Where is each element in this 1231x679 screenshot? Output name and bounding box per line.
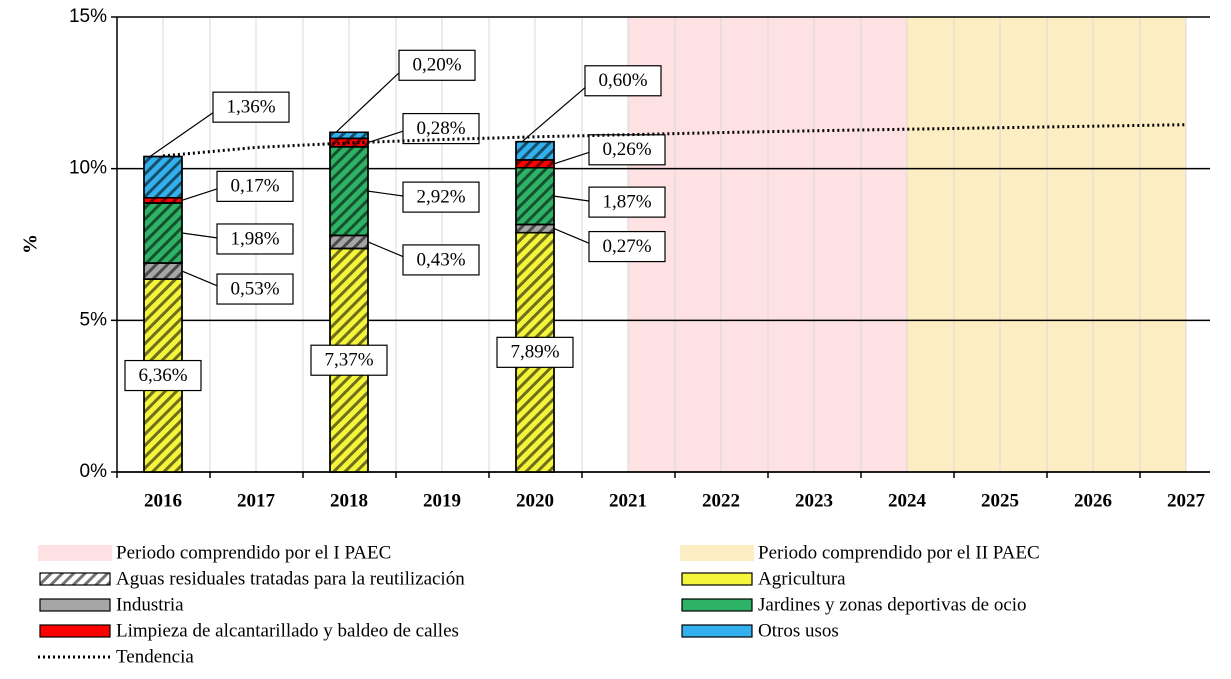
x-tick-label: 2018	[330, 490, 368, 511]
value-label-box	[402, 181, 480, 213]
value-label: 1,36%	[226, 97, 275, 118]
legend-label: Tendencia	[116, 646, 194, 667]
x-tick-label: 2016	[144, 490, 182, 511]
legend-swatch	[39, 624, 111, 638]
legend-swatch	[681, 598, 753, 612]
value-label-box	[588, 186, 666, 218]
value-label-box	[124, 359, 202, 392]
x-tick-label: 2023	[795, 490, 833, 511]
value-label: 0,20%	[412, 55, 461, 76]
hatch-overlay	[515, 140, 555, 161]
legend-label: Jardines y zonas deportivas de ocio	[758, 594, 1027, 615]
hatch-overlay	[143, 262, 183, 280]
legend-swatch-hatch	[40, 573, 110, 585]
x-tick-label: 2024	[888, 490, 927, 511]
hatch-overlay	[515, 159, 555, 169]
leader-line	[521, 80, 594, 143]
legend-label: Periodo comprendido por el II PAEC	[758, 542, 1040, 563]
hatch-overlay	[329, 146, 369, 237]
legend-label: Limpieza de alcantarillado y baldeo de c…	[116, 620, 459, 641]
legend-label: Industria	[116, 594, 184, 615]
background-layer	[116, 16, 1210, 473]
leader-line	[149, 106, 222, 158]
value-label-box	[216, 170, 294, 202]
value-label: 0,60%	[598, 70, 647, 91]
legend-label: Aguas residuales tratadas para la reutil…	[116, 568, 465, 589]
value-label: 0,27%	[602, 236, 651, 257]
value-label: 0,26%	[602, 139, 651, 160]
x-tick-label: 2017	[237, 490, 276, 511]
x-tick-label: 2022	[702, 490, 740, 511]
hatch-overlay	[515, 223, 555, 234]
y-axis-label: %	[20, 234, 42, 254]
trend-line	[162, 123, 1187, 158]
leader-line	[335, 64, 408, 133]
y-tick-label: 10%	[69, 158, 107, 179]
value-label-box	[216, 273, 294, 305]
value-label-box	[212, 91, 290, 123]
hatch-overlay	[329, 234, 369, 250]
legend-label: Agricultura	[758, 568, 846, 589]
legend-swatch	[681, 624, 753, 638]
y-tick-label: 0%	[80, 461, 108, 482]
value-label-box	[310, 344, 388, 376]
x-tick-label: 2026	[1074, 490, 1112, 511]
value-label-box	[216, 223, 294, 255]
hatch-overlay	[515, 167, 555, 226]
value-label-box	[588, 230, 666, 263]
value-label: 0,53%	[230, 278, 279, 299]
value-label: 1,98%	[230, 228, 279, 249]
value-label-box	[402, 244, 480, 276]
x-tick-label: 2021	[609, 490, 647, 511]
legend-swatch	[38, 545, 112, 561]
legend-label: Periodo comprendido por el I PAEC	[116, 542, 391, 563]
hatch-overlay	[143, 202, 183, 264]
value-label-box	[402, 112, 480, 145]
value-label-box	[496, 336, 574, 368]
value-label: 7,37%	[324, 350, 373, 371]
value-label: 0,28%	[416, 118, 465, 139]
legend-swatch	[680, 545, 754, 561]
x-tick-label: 2020	[516, 490, 554, 511]
legend-swatch	[681, 572, 753, 586]
y-tick-label: 5%	[80, 309, 108, 330]
value-label: 0,17%	[230, 176, 279, 197]
y-tick-label: 15%	[69, 6, 107, 27]
legend-label: Otros usos	[758, 620, 839, 641]
legend-swatch	[39, 598, 111, 612]
value-label-box	[588, 134, 666, 166]
value-label: 7,89%	[510, 342, 559, 363]
hatch-overlay	[329, 131, 369, 140]
value-label: 0,43%	[416, 249, 465, 270]
value-label-box	[584, 65, 662, 97]
value-label: 6,36%	[138, 365, 187, 386]
x-tick-label: 2019	[423, 490, 461, 511]
x-tick-label: 2027	[1167, 490, 1206, 511]
hatch-overlay	[143, 155, 183, 199]
x-tick-label: 2025	[981, 490, 1019, 511]
value-label: 2,92%	[416, 186, 465, 207]
hatch-overlay	[143, 197, 183, 204]
value-label-box	[398, 49, 476, 81]
value-label: 1,87%	[602, 191, 651, 212]
